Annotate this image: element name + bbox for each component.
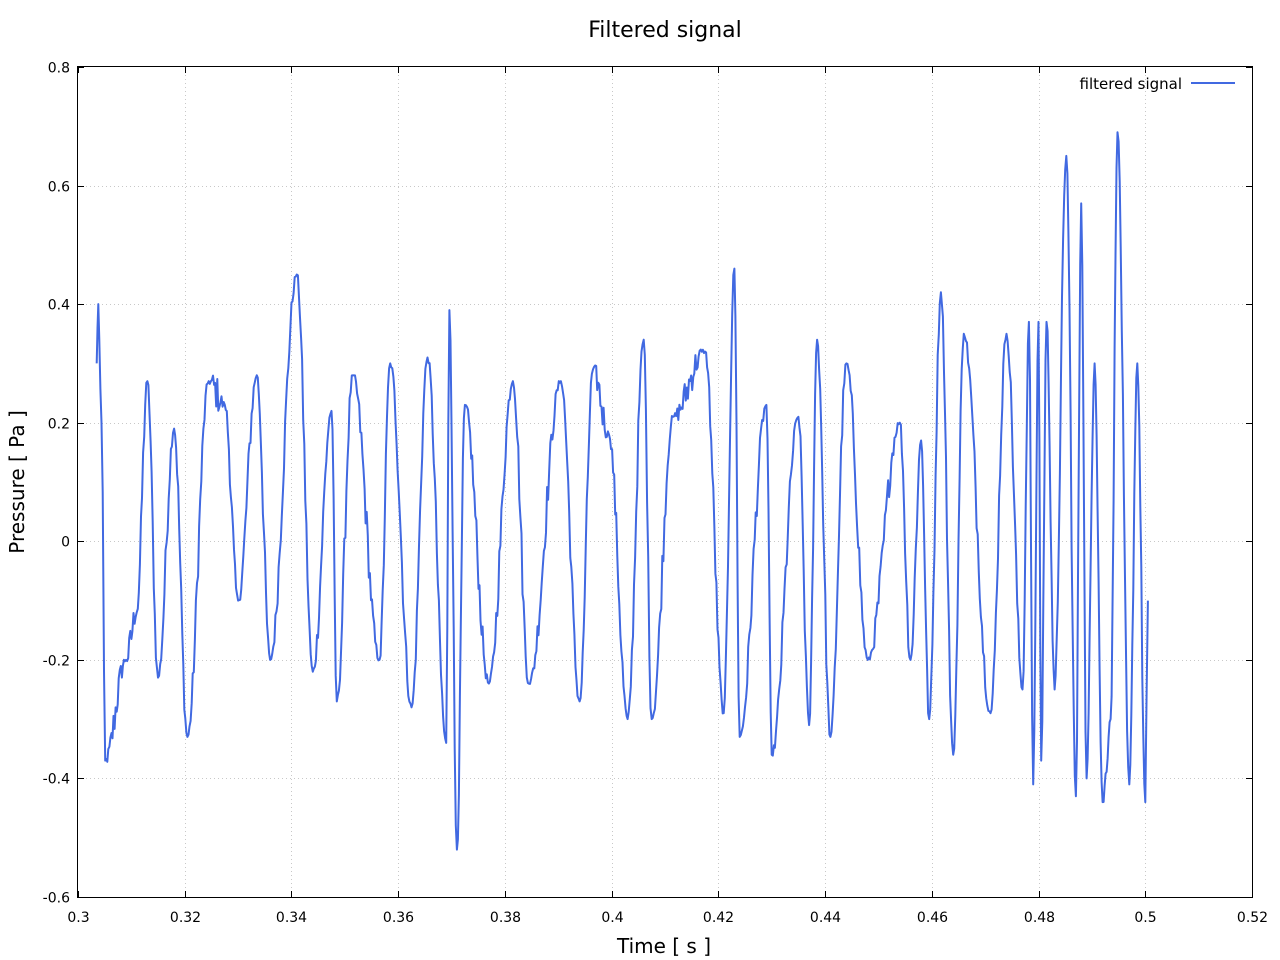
x-tick-label: 0.36 <box>383 910 414 926</box>
x-tick-label: 0.48 <box>1024 910 1055 926</box>
x-tick-label: 0.52 <box>1237 910 1268 926</box>
legend: filtered signal <box>1080 75 1235 93</box>
y-tick-label: 0.4 <box>48 298 70 314</box>
x-tick-label: 0.32 <box>170 910 201 926</box>
y-tick-label: 0 <box>61 535 70 551</box>
x-tick-label: 0.38 <box>490 910 521 926</box>
x-tick-label: 0.46 <box>917 910 948 926</box>
chart-title: Filtered signal <box>588 18 742 43</box>
x-tick-label: 0.42 <box>703 910 734 926</box>
x-tick-label: 0.5 <box>1134 910 1156 926</box>
series-line-filtered-signal <box>95 131 1149 851</box>
x-axis: 0.3 0.32 0.34 0.36 0.38 0.4 0.42 0.44 0.46 0.48 0.… <box>67 67 1268 926</box>
y-tick-label: -0.6 <box>43 891 70 907</box>
y-tick-label: -0.2 <box>43 654 70 670</box>
y-tick-label: 0.6 <box>48 180 70 196</box>
x-tick-label: 0.4 <box>601 910 623 926</box>
y-tick-label: -0.4 <box>43 772 70 788</box>
y-tick-label: 0.2 <box>48 417 70 433</box>
x-tick-label: 0.3 <box>67 910 89 926</box>
y-axis-label: Pressure [ Pa ] <box>5 410 29 554</box>
legend-label: filtered signal <box>1080 75 1182 93</box>
plot-frame <box>77 66 1253 898</box>
x-axis-label: Time [ s ] <box>616 934 711 958</box>
y-axis: -0.6 -0.4 -0.2 0 0.2 0.4 0.6 0.8 <box>43 61 1252 907</box>
x-tick-label: 0.34 <box>276 910 307 926</box>
y-tick-label: 0.8 <box>48 61 70 77</box>
x-tick-label: 0.44 <box>810 910 841 926</box>
